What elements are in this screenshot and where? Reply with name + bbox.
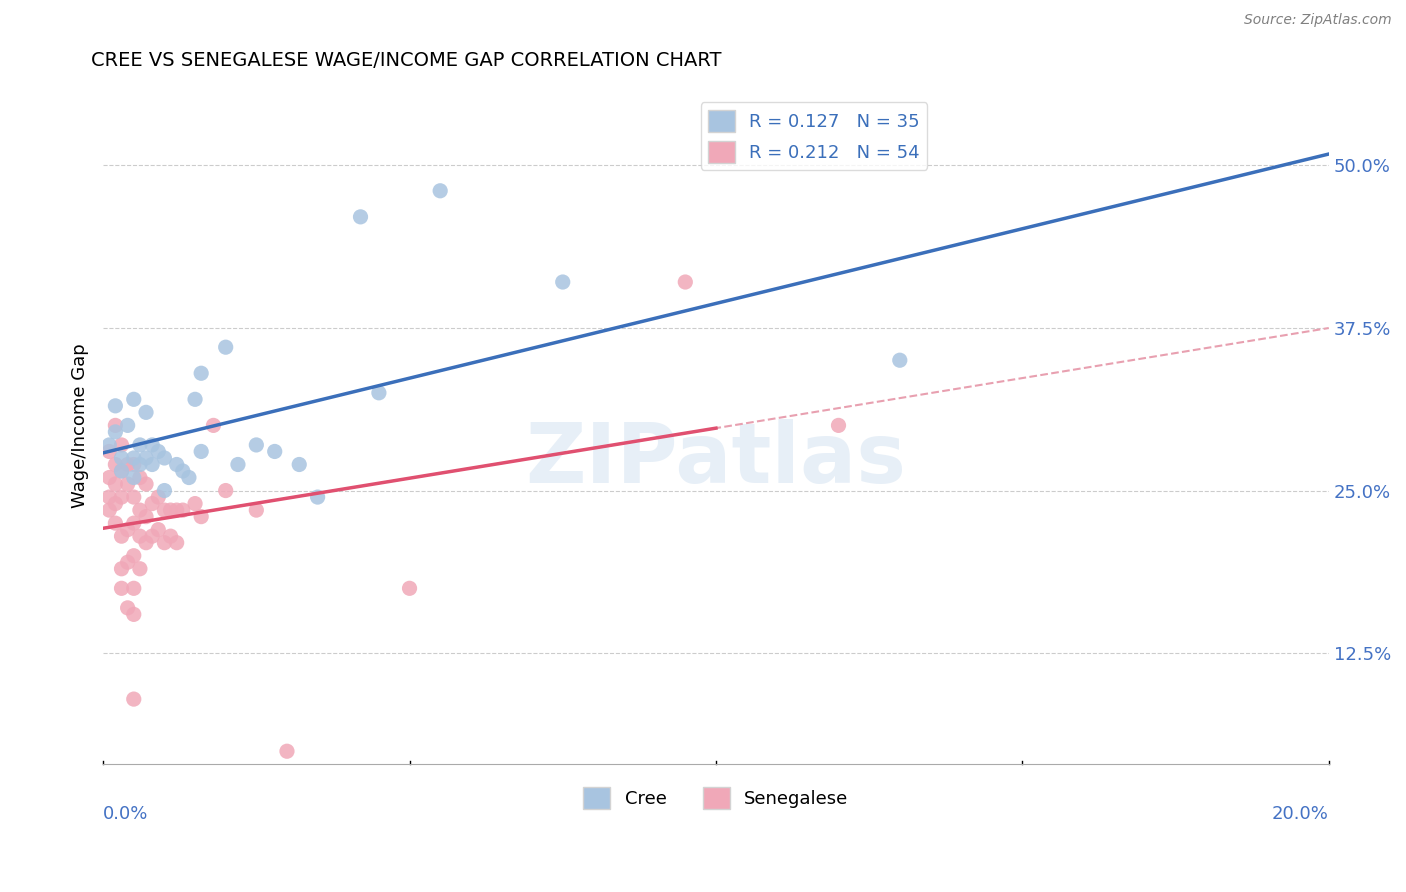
Point [110, 438, 132, 452]
Point [122, 692, 145, 706]
Point [215, 483, 238, 498]
Point [129, 438, 152, 452]
Text: CREE VS SENEGALESE WAGE/INCOME GAP CORRELATION CHART: CREE VS SENEGALESE WAGE/INCOME GAP CORRE… [91, 51, 721, 70]
Point [122, 516, 145, 530]
Point [172, 464, 194, 478]
Point [551, 275, 574, 289]
Point [184, 392, 207, 407]
Point [110, 450, 132, 465]
Point [166, 458, 188, 472]
Point [349, 210, 371, 224]
Point [153, 483, 176, 498]
Point [202, 418, 225, 433]
Point [110, 562, 132, 576]
Point [245, 438, 267, 452]
Point [110, 582, 132, 596]
Point [135, 405, 157, 419]
Point [122, 607, 145, 622]
Point [429, 184, 451, 198]
Legend: Cree, Senegalese: Cree, Senegalese [576, 780, 856, 816]
Point [122, 450, 145, 465]
Point [367, 385, 389, 400]
Point [117, 418, 139, 433]
Point [148, 490, 170, 504]
Point [98, 438, 121, 452]
Point [245, 503, 267, 517]
Point [104, 399, 127, 413]
Point [104, 497, 127, 511]
Point [135, 477, 157, 491]
Point [98, 490, 121, 504]
Point [129, 503, 152, 517]
Point [129, 458, 152, 472]
Point [104, 425, 127, 439]
Point [98, 503, 121, 517]
Point [172, 503, 194, 517]
Point [141, 497, 163, 511]
Point [889, 353, 911, 368]
Point [153, 450, 176, 465]
Point [184, 497, 207, 511]
Text: ZIPatlas: ZIPatlas [526, 418, 907, 500]
Point [190, 509, 212, 524]
Point [129, 529, 152, 543]
Point [110, 464, 132, 478]
Point [129, 470, 152, 484]
Point [190, 444, 212, 458]
Point [110, 464, 132, 478]
Point [226, 458, 249, 472]
Point [148, 444, 170, 458]
Point [141, 438, 163, 452]
Point [117, 600, 139, 615]
Point [159, 529, 181, 543]
Point [153, 535, 176, 549]
Text: 0.0%: 0.0% [103, 805, 149, 823]
Point [159, 503, 181, 517]
Point [177, 470, 200, 484]
Point [135, 450, 157, 465]
Point [129, 562, 152, 576]
Point [117, 458, 139, 472]
Point [98, 470, 121, 484]
Point [153, 503, 176, 517]
Point [148, 523, 170, 537]
Point [117, 555, 139, 569]
Point [190, 366, 212, 380]
Point [141, 529, 163, 543]
Point [398, 582, 420, 596]
Point [122, 549, 145, 563]
Point [104, 418, 127, 433]
Y-axis label: Wage/Income Gap: Wage/Income Gap [72, 343, 89, 508]
Point [135, 509, 157, 524]
Point [98, 444, 121, 458]
Point [673, 275, 696, 289]
Point [276, 744, 298, 758]
Point [104, 458, 127, 472]
Point [122, 458, 145, 472]
Point [122, 392, 145, 407]
Point [307, 490, 329, 504]
Point [117, 523, 139, 537]
Point [135, 535, 157, 549]
Point [166, 535, 188, 549]
Point [122, 490, 145, 504]
Point [215, 340, 238, 354]
Point [288, 458, 311, 472]
Point [263, 444, 285, 458]
Point [104, 477, 127, 491]
Point [110, 490, 132, 504]
Point [141, 458, 163, 472]
Text: 20.0%: 20.0% [1272, 805, 1329, 823]
Point [122, 582, 145, 596]
Point [104, 516, 127, 530]
Point [117, 477, 139, 491]
Point [110, 529, 132, 543]
Point [122, 470, 145, 484]
Text: Source: ZipAtlas.com: Source: ZipAtlas.com [1244, 13, 1392, 28]
Point [827, 418, 849, 433]
Point [166, 503, 188, 517]
